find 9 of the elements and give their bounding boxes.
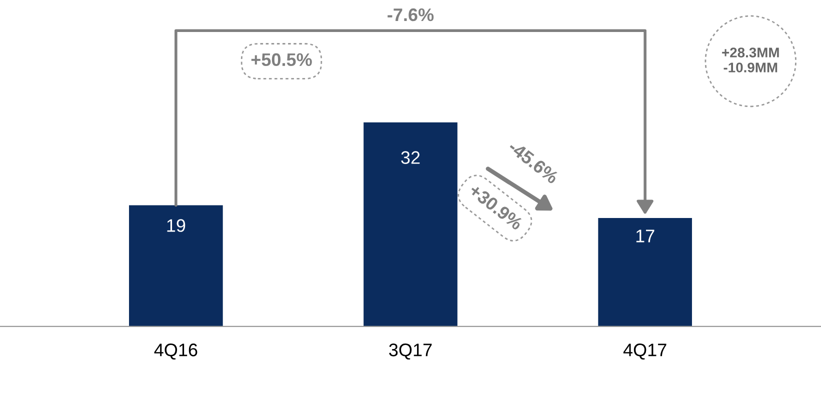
text: -7.6%: [388, 8, 434, 22]
data-label: 17: [636, 230, 654, 242]
x-tick-label: 4Q16: [154, 344, 198, 360]
data-label: 19: [167, 219, 186, 232]
x-tick-label: 3Q17: [389, 344, 432, 360]
text: +50.5%: [251, 53, 312, 66]
data-label: 32: [401, 151, 420, 164]
text: +28.3MM -10.9MM: [722, 48, 779, 72]
x-tick-label: 4Q17: [623, 344, 666, 360]
